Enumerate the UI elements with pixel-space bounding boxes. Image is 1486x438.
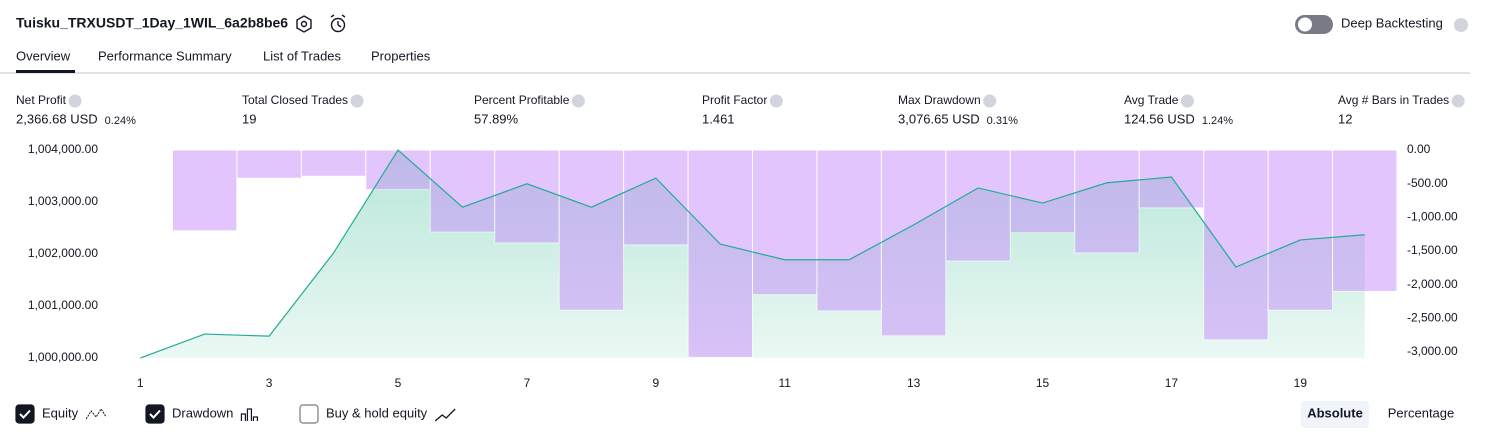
x-tick-label: 1	[137, 376, 144, 390]
x-tick-label: 17	[1165, 376, 1179, 390]
metric-value: 12	[1338, 111, 1352, 126]
drawdown-bar	[687, 149, 753, 358]
checkbox[interactable]	[15, 404, 35, 424]
y2-tick-label: 0.00	[1407, 142, 1431, 156]
y2-tick-label: -1,500.00	[1407, 243, 1458, 257]
x-tick-label: 9	[652, 376, 659, 390]
metric-label: Percent Profitable	[474, 93, 570, 107]
y-tick-label: 1,000,000.00	[28, 350, 98, 364]
tab[interactable]: Properties	[371, 48, 431, 63]
drawdown-bar	[236, 149, 302, 179]
checkbox[interactable]	[145, 404, 165, 424]
tab[interactable]: Performance Summary	[98, 48, 232, 63]
alert-icon[interactable]	[330, 14, 346, 33]
metric-value: 2,366.68 USD	[16, 111, 98, 126]
info-icon[interactable]	[68, 94, 82, 108]
drawdown-bar	[623, 149, 689, 246]
buy-hold-icon	[434, 408, 456, 422]
mode-button[interactable]: Percentage	[1388, 405, 1455, 420]
drawdown-bar	[1009, 149, 1076, 234]
metric-label: Avg Trade	[1124, 93, 1179, 107]
drawdown-bar	[1203, 149, 1269, 341]
settings-icon[interactable]	[296, 15, 312, 33]
drawdown-bar	[107, 149, 173, 152]
y-tick-label: 1,004,000.00	[28, 142, 98, 156]
info-icon[interactable]	[983, 94, 997, 108]
mode-button-bg	[1301, 401, 1369, 428]
legend-label: Drawdown	[172, 405, 233, 420]
x-tick-label: 5	[395, 376, 402, 390]
legend-label: Buy & hold equity	[326, 405, 428, 420]
metric-label: Profit Factor	[702, 93, 767, 107]
help-icon[interactable]	[1454, 18, 1468, 32]
x-tick-label: 11	[778, 376, 791, 390]
metric-percent: 0.31%	[987, 115, 1018, 127]
info-icon[interactable]	[1451, 94, 1465, 108]
drawdown-bar	[171, 149, 238, 232]
drawdown-bar	[300, 149, 367, 177]
y2-tick-label: -2,500.00	[1407, 311, 1458, 325]
strategy-title: Tuisku_TRXUSDT_1Day_1WIL_6a2b8be6	[16, 15, 288, 31]
metric-label: Max Drawdown	[898, 93, 981, 107]
metric-label: Total Closed Trades	[242, 93, 348, 107]
drawdown-bar	[1074, 149, 1140, 254]
drawdown-bar	[880, 149, 947, 337]
drawdown-icon	[240, 408, 259, 421]
active-tab-underline	[16, 70, 75, 73]
y2-tick-label: -1,000.00	[1407, 210, 1458, 224]
metric-value: 124.56 USD	[1124, 111, 1195, 126]
tab[interactable]: Overview	[16, 48, 71, 63]
x-tick-label: 13	[907, 376, 921, 390]
drawdown-bar	[752, 149, 818, 296]
equity-line	[140, 149, 1365, 359]
metric-percent: 0.24%	[105, 115, 136, 127]
metric-value: 1.461	[702, 111, 735, 126]
metric-label: Avg # Bars in Trades	[1338, 93, 1449, 107]
legend-label: Equity	[42, 405, 79, 420]
tab[interactable]: List of Trades	[263, 48, 342, 63]
toggle-label: Deep Backtesting	[1341, 15, 1443, 30]
drawdown-bar	[945, 149, 1011, 262]
x-tick-label: 19	[1294, 376, 1308, 390]
info-icon[interactable]	[350, 94, 364, 108]
y2-tick-label: -500.00	[1407, 176, 1448, 190]
drawdown-bar	[494, 149, 560, 244]
x-tick-label: 7	[524, 376, 531, 390]
info-icon[interactable]	[1180, 94, 1194, 108]
drawdown-bar	[558, 149, 625, 311]
y-tick-label: 1,003,000.00	[28, 194, 98, 208]
x-tick-label: 3	[266, 376, 273, 390]
info-icon[interactable]	[769, 94, 783, 108]
checkmark	[149, 409, 161, 419]
drawdown-bar	[429, 149, 496, 233]
drawdown-bar	[816, 149, 882, 312]
checkbox[interactable]	[299, 404, 319, 424]
metric-percent: 1.24%	[1202, 115, 1233, 127]
equity-icon	[85, 408, 107, 420]
metric-label: Net Profit	[16, 93, 67, 107]
y-tick-label: 1,002,000.00	[28, 246, 98, 260]
mode-button[interactable]: Absolute	[1307, 405, 1363, 420]
y2-tick-label: -2,000.00	[1407, 277, 1458, 291]
drawdown-bar	[1267, 149, 1334, 311]
drawdown-bar	[1332, 149, 1398, 292]
metric-value: 3,076.65 USD	[898, 111, 980, 126]
deep-backtesting-toggle[interactable]	[1295, 15, 1333, 34]
checkmark	[19, 409, 31, 419]
metric-value: 57.89%	[474, 111, 519, 126]
y2-tick-label: -3,000.00	[1407, 344, 1458, 358]
info-icon[interactable]	[571, 94, 585, 108]
y-tick-label: 1,001,000.00	[28, 298, 98, 312]
x-tick-label: 15	[1036, 376, 1050, 390]
metric-value: 19	[242, 111, 256, 126]
